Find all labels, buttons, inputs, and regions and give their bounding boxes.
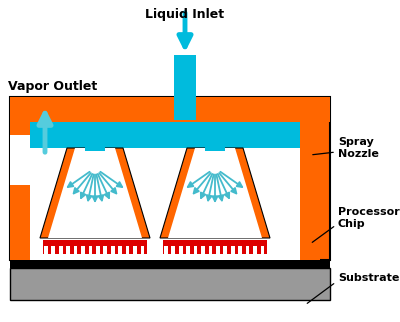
Bar <box>111 246 114 254</box>
Bar <box>174 55 196 120</box>
Bar <box>126 246 130 254</box>
Bar <box>118 246 122 254</box>
Bar <box>10 268 330 300</box>
Bar <box>179 246 182 254</box>
Bar <box>43 240 147 254</box>
Polygon shape <box>40 148 150 238</box>
Bar <box>85 145 105 151</box>
Bar <box>194 246 198 254</box>
Bar <box>253 246 257 254</box>
Bar <box>231 246 234 254</box>
Bar <box>52 246 55 254</box>
Bar <box>300 102 320 260</box>
Polygon shape <box>168 148 262 238</box>
Bar <box>10 135 30 185</box>
Bar <box>216 246 220 254</box>
Bar <box>186 246 190 254</box>
Text: Spray
Nozzle: Spray Nozzle <box>338 137 379 159</box>
Bar <box>30 120 310 148</box>
Bar <box>140 246 144 254</box>
Bar <box>81 246 85 254</box>
Bar <box>59 246 62 254</box>
Text: Processor
Chip: Processor Chip <box>338 207 400 229</box>
Bar <box>104 246 107 254</box>
Bar <box>10 260 330 268</box>
Bar <box>238 246 242 254</box>
Bar <box>164 246 168 254</box>
Bar <box>260 246 264 254</box>
Bar <box>163 240 267 254</box>
Bar <box>10 102 30 260</box>
Bar <box>88 246 92 254</box>
Bar <box>246 246 250 254</box>
Bar <box>10 97 330 260</box>
Polygon shape <box>160 148 270 238</box>
Bar <box>208 246 212 254</box>
Text: Liquid Inlet: Liquid Inlet <box>146 8 224 21</box>
Bar <box>224 246 227 254</box>
Bar <box>96 246 100 254</box>
Bar <box>205 145 225 151</box>
Text: Substrate: Substrate <box>338 273 399 283</box>
Bar <box>66 246 70 254</box>
Bar <box>30 102 310 260</box>
Bar <box>74 246 78 254</box>
Text: Vapor Outlet: Vapor Outlet <box>8 80 97 93</box>
Polygon shape <box>48 148 142 238</box>
Bar <box>44 246 48 254</box>
Bar <box>172 246 175 254</box>
Bar <box>201 246 205 254</box>
Bar <box>10 97 330 122</box>
Bar <box>133 246 137 254</box>
